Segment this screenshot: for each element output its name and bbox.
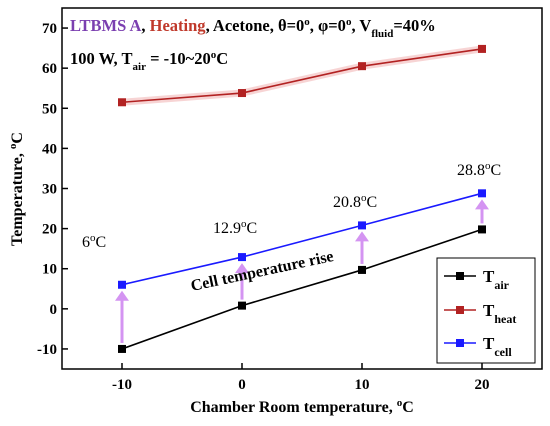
x-tick-label: 0 — [238, 377, 246, 393]
cell-label-1: 12.9oC — [213, 218, 257, 237]
x-axis-label: Chamber Room temperature, oC — [190, 397, 414, 416]
legend-label-heat: Theat — [483, 301, 516, 326]
subtitle-part-power: 100 W, T — [70, 49, 133, 68]
data-point-cell — [478, 189, 486, 198]
ticks-layer: -10 0 10 20 30 40 50 60 70 -10 0 10 20 — [37, 21, 490, 393]
legend: Tair Theat Tcell — [436, 257, 536, 364]
data-point-heat — [118, 98, 126, 107]
x-tick-label: -10 — [112, 377, 132, 393]
legend-label-cell: Tcell — [483, 334, 512, 359]
data-point-air — [358, 265, 366, 274]
data-point-air — [118, 344, 126, 353]
legend-marker-cell — [456, 339, 464, 347]
y-tick-label: 20 — [42, 222, 57, 238]
rise-arrow-head — [355, 231, 369, 242]
data-point-cell — [238, 253, 246, 262]
subtitle-deg: o — [211, 49, 217, 61]
legend-marker-heat — [456, 306, 464, 314]
legend-marker-air — [456, 272, 464, 280]
data-point-cell — [118, 280, 126, 289]
series-line-air — [121, 228, 483, 350]
x-tick-label: 10 — [355, 377, 370, 393]
y-tick-label: 70 — [42, 21, 57, 37]
y-tick-label: -10 — [37, 342, 57, 358]
y-tick-label: 10 — [42, 262, 57, 278]
title-deg-2: o — [346, 16, 352, 28]
cell-label-0: 6oC — [82, 232, 106, 251]
title-part-v: , V — [351, 16, 371, 35]
y-tick-label: 40 — [42, 141, 57, 157]
title-sub-fluid: fluid — [371, 28, 393, 40]
data-point-heat — [358, 62, 366, 71]
title-part-ltbms: LTBMS A — [70, 16, 141, 35]
title-part-acetone: , Acetone, θ=0 — [206, 16, 305, 35]
data-point-air — [478, 225, 486, 234]
cell-label-3: 28.8oC — [457, 160, 501, 179]
title-part-phi: , φ=0 — [310, 16, 346, 35]
cell-label-2: 20.8oC — [333, 192, 377, 211]
chart-subtitle: 100 W, Tair = -10~20oC — [70, 49, 228, 73]
data-point-heat — [478, 44, 486, 53]
rise-arrow-head — [235, 263, 249, 274]
series-line-heat — [121, 48, 483, 104]
cell-rise-annotation: Cell temperature rise — [189, 248, 335, 295]
y-tick-label: 30 — [42, 182, 57, 198]
data-point-cell — [358, 221, 366, 230]
legend-label-air: Tair — [483, 267, 510, 292]
subtitle-part-range: = -10~20 — [146, 49, 211, 68]
y-tick-label: 60 — [42, 61, 57, 77]
chart-title: LTBMS A, Heating, Acetone, θ=0o, φ=0o, V… — [70, 16, 436, 40]
rise-arrow-head — [115, 290, 129, 301]
rise-arrow-head — [475, 199, 489, 210]
data-point-air — [238, 301, 246, 310]
series-line-cell — [121, 192, 483, 286]
x-tick-label: 20 — [475, 377, 490, 393]
y-tick-label: 50 — [42, 101, 57, 117]
title-deg-1: o — [304, 16, 310, 28]
y-tick-label: 0 — [50, 302, 58, 318]
y-axis-label: Temperature, oC — [7, 132, 26, 246]
title-part-heating: Heating — [150, 16, 207, 35]
series-layer — [118, 44, 486, 353]
data-point-heat — [238, 89, 246, 98]
subtitle-sub-air: air — [133, 61, 147, 73]
subtitle-part-unit: C — [216, 49, 228, 68]
arrows-layer — [115, 199, 489, 343]
title-part-pct: =40% — [393, 16, 435, 35]
